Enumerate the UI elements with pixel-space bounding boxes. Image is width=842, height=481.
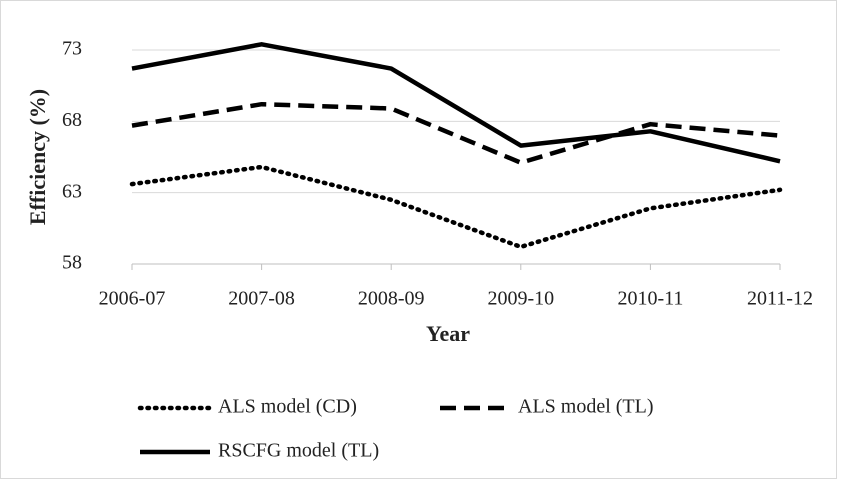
legend-label: ALS model (CD) [218, 396, 357, 418]
y-tick-label: 58 [62, 252, 82, 274]
y-tick-label: 63 [62, 180, 82, 202]
x-tick-label: 2010-11 [617, 288, 683, 310]
series-line [131, 101, 781, 165]
y-tick-label: 68 [62, 109, 82, 131]
x-tick-label: 2006-07 [99, 288, 166, 310]
x-tick-label: 2007-08 [228, 288, 295, 310]
y-tick-label: 73 [62, 38, 82, 60]
x-tick-label: 2008-09 [358, 288, 425, 310]
series-line [131, 42, 781, 164]
series-line [129, 164, 783, 250]
legend-label: ALS model (TL) [518, 396, 654, 418]
x-tick-label: 2009-10 [487, 288, 554, 310]
y-axis-title: Efficiency (%) [25, 89, 50, 225]
legend-label: RSCFG model (TL) [218, 440, 379, 462]
x-tick-label: 2011-12 [747, 288, 813, 310]
x-axis-title: Year [426, 321, 470, 346]
